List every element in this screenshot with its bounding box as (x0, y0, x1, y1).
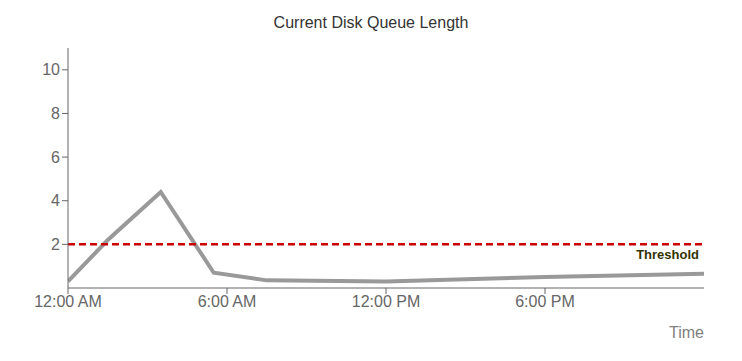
html-text:Current Disk Queue Length: Current Disk Queue Length (273, 14, 469, 31)
svg-text:Time: Time (669, 324, 704, 341)
svg-text:Threshold: Threshold (636, 247, 699, 262)
svg-text:6:00 PM: 6:00 PM (515, 293, 575, 310)
svg-text:6: 6 (51, 149, 60, 166)
svg-text:4: 4 (51, 192, 60, 209)
svg-text:12:00 PM: 12:00 PM (352, 293, 420, 310)
svg-text:8: 8 (51, 105, 60, 122)
svg-text:10: 10 (42, 61, 60, 78)
svg-text:6:00 AM: 6:00 AM (198, 293, 257, 310)
svg-text:2: 2 (51, 236, 60, 253)
svg-text:12:00 AM: 12:00 AM (34, 293, 102, 310)
